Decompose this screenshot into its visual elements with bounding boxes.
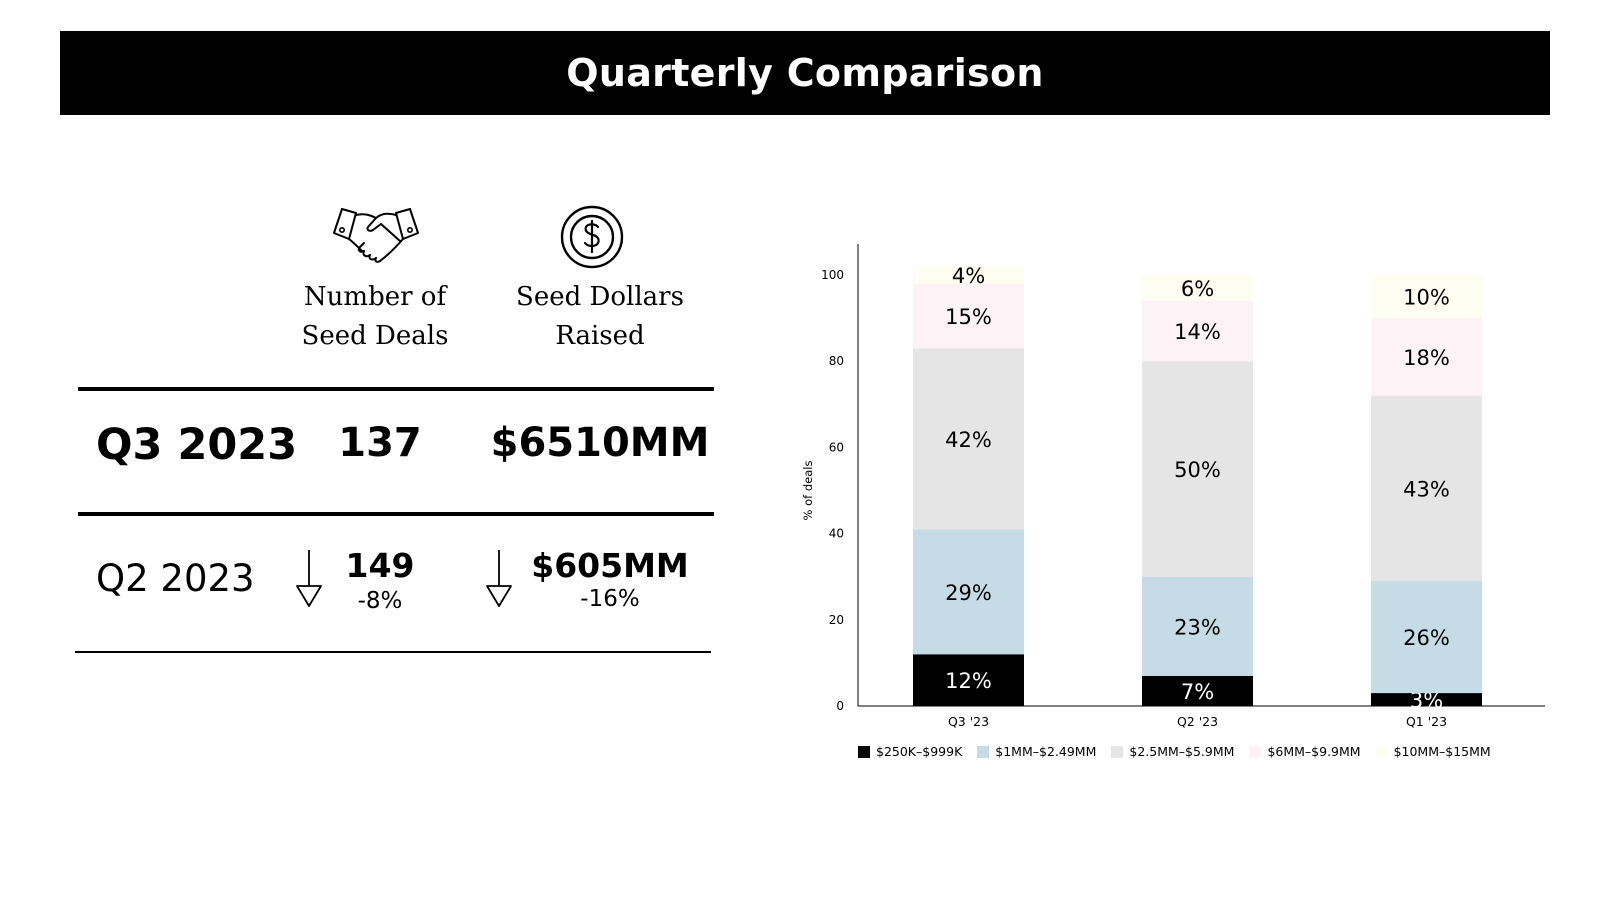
y-tick-label: 0: [836, 699, 844, 713]
current-dollars-value: $6510MM: [490, 420, 710, 466]
bar-data-label: 15%: [945, 305, 992, 329]
deals-header-line2: Seed Deals: [301, 321, 449, 351]
legend-item: $10MM–$15MM: [1375, 744, 1491, 759]
deals-arrow-down-icon: [296, 550, 322, 607]
y-axis-label: % of deals: [801, 461, 815, 521]
bar-data-label: 14%: [1174, 320, 1221, 344]
previous-deals-value: 149: [345, 546, 415, 585]
dollars-header-line2: Raised: [555, 321, 645, 351]
bar-data-label: 4%: [952, 264, 985, 288]
bar-segment: [913, 529, 1024, 655]
bar-data-label: 7%: [1181, 680, 1214, 704]
x-tick-label: Q3 '23: [948, 714, 989, 729]
bar-segment: [1371, 693, 1482, 706]
bar-data-label: 12%: [945, 669, 992, 693]
bar-segment: [1142, 361, 1253, 577]
legend-label: $1MM–$2.49MM: [995, 744, 1097, 759]
bar-segment: [913, 654, 1024, 706]
bar-segment: [1142, 576, 1253, 676]
header-banner: Quarterly Comparison: [60, 31, 1550, 115]
bar-segment: [1371, 275, 1482, 319]
bar-segment: [1371, 581, 1482, 694]
bar-segment: [1142, 275, 1253, 301]
previous-dollars-value: $605MM: [531, 546, 689, 585]
legend-swatch: [858, 745, 870, 758]
bar-data-label: 50%: [1174, 458, 1221, 482]
legend-swatch: [1111, 745, 1124, 758]
y-tick-label: 20: [829, 613, 844, 627]
dollars-header-line1: Seed Dollars: [516, 282, 684, 312]
bar-data-label: 43%: [1403, 477, 1450, 501]
x-tick-label: Q1 '23: [1406, 714, 1447, 729]
deals-column-header: Number of Seed Deals: [280, 278, 470, 356]
bar-segment: [1142, 300, 1253, 362]
legend-swatch: [1375, 745, 1388, 758]
legend-label: $6MM–$9.9MM: [1267, 744, 1361, 759]
legend-label: $10MM–$15MM: [1393, 744, 1491, 759]
bar-segment: [1371, 395, 1482, 582]
chart-legend: $250K–$999K $1MM–$2.49MM $2.5MM–$5.9MM $6MM…: [858, 744, 1506, 759]
deals-header-line1: Number of: [303, 282, 447, 312]
dollars-arrow-down-icon: [486, 550, 512, 607]
dollars-column-header: Seed Dollars Raised: [495, 278, 705, 356]
legend-item: $2.5MM–$5.9MM: [1111, 744, 1234, 759]
handshake-icon: [333, 208, 419, 263]
previous-quarter-label: Q2 2023: [96, 557, 255, 600]
x-tick-label: Q2 '23: [1177, 714, 1218, 729]
legend-item: $6MM–$9.9MM: [1249, 744, 1361, 759]
legend-swatch: [1249, 745, 1262, 758]
y-tick-label: 40: [829, 527, 844, 541]
bar-segment: [913, 283, 1024, 349]
legend-label: $2.5MM–$5.9MM: [1129, 744, 1235, 759]
table-top-rule: [78, 387, 714, 391]
legend-item: $1MM–$2.49MM: [977, 744, 1096, 759]
legend-label: $250K–$999K: [876, 744, 963, 759]
bar-data-label: 29%: [945, 581, 992, 605]
bar-data-label: 10%: [1403, 286, 1450, 310]
table-bottom-rule: [75, 651, 711, 653]
bar-data-label: 6%: [1181, 277, 1214, 301]
y-tick-label: 80: [829, 354, 844, 368]
y-tick-label: 60: [829, 440, 844, 454]
table-middle-rule: [78, 512, 714, 516]
bar-data-label: 26%: [1403, 626, 1450, 650]
bar-data-label: 18%: [1403, 346, 1450, 370]
page-title: Quarterly Comparison: [566, 51, 1044, 95]
legend-swatch: [977, 745, 990, 758]
bar-segment: [1142, 675, 1253, 706]
bar-segment: [1371, 318, 1482, 396]
bar-data-label: 42%: [945, 428, 992, 452]
current-quarter-label: Q3 2023: [96, 420, 298, 470]
dollar-coin-icon: [560, 205, 624, 269]
deals-change-value: -8%: [357, 588, 403, 614]
bar-segment: [913, 348, 1024, 530]
dollars-change-value: -16%: [580, 586, 640, 612]
bar-data-label: 23%: [1174, 615, 1221, 639]
current-deals-value: 137: [338, 420, 422, 466]
legend-item: $250K–$999K: [858, 744, 962, 759]
bar-segment: [913, 266, 1024, 284]
y-tick-label: 100: [821, 268, 844, 282]
